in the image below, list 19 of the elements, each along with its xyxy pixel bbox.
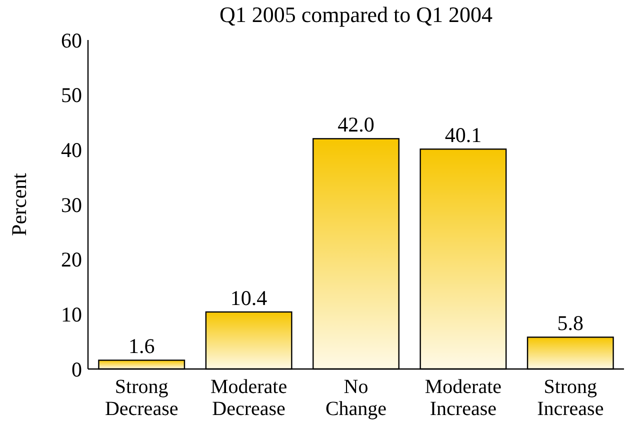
y-axis-title: Percent: [7, 172, 31, 236]
x-tick-label: No Change: [325, 376, 387, 420]
y-tick-label: 0: [72, 357, 82, 382]
data-label: 1.6: [128, 334, 155, 358]
data-label: 5.8: [557, 311, 584, 336]
y-tick-label: 10: [61, 302, 82, 327]
x-tick-label: Moderate Increase: [424, 376, 502, 420]
y-tick-label: 30: [61, 192, 82, 217]
y-tick-label: 60: [61, 28, 82, 52]
x-tick-label: Strong Decrease: [104, 376, 178, 420]
data-label: 40.1: [444, 123, 482, 148]
chart-title: Q1 2005 compared to Q1 2004: [219, 2, 493, 27]
y-tick-label: 40: [61, 138, 82, 162]
x-tick-label: Strong Increase: [537, 376, 604, 420]
x-tick-label: Moderate Decrease: [210, 376, 288, 420]
y-tick-label: 50: [61, 83, 82, 108]
y-tick-label: 20: [61, 248, 82, 272]
data-label: 42.0: [338, 112, 374, 137]
data-label: 10.4: [230, 286, 268, 310]
